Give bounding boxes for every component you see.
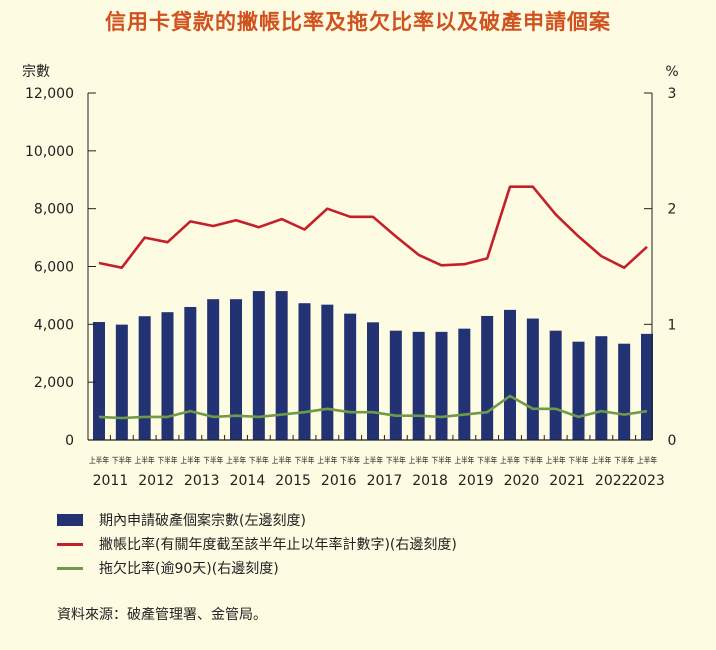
- right-tick-label: 1: [668, 317, 677, 333]
- half-year-label: 上半年: [500, 455, 520, 465]
- bar: [549, 330, 562, 440]
- half-year-label: 上半年: [317, 455, 337, 465]
- bar: [207, 299, 220, 440]
- left-tick-label: 12,000: [25, 86, 74, 102]
- legend-item-chargeoff: 撇帳比率(有關年度截至該半年止以年率計數字)(右邊刻度): [57, 534, 457, 554]
- source-note: 資料來源：破產管理署、金管局。: [57, 607, 267, 623]
- year-label: 2021: [549, 473, 585, 489]
- half-year-label: 上半年: [89, 455, 109, 465]
- right-tick-label: 2: [668, 202, 677, 218]
- legend-swatch-red-line: [57, 542, 83, 546]
- bar: [252, 291, 265, 440]
- right-axis-unit: %: [665, 64, 678, 80]
- legend-label: 期內申請破產個案宗數(左邊刻度): [99, 513, 306, 529]
- left-tick-label: 10,000: [25, 144, 74, 160]
- left-tick-label: 0: [65, 433, 74, 449]
- year-label: 2023: [629, 473, 665, 489]
- bar: [367, 322, 379, 440]
- bar: [595, 336, 608, 440]
- half-year-label: 下半年: [432, 455, 452, 465]
- left-axis-unit: 宗數: [22, 64, 50, 80]
- half-year-label: 下半年: [340, 455, 360, 465]
- bar: [275, 291, 288, 440]
- bar: [526, 318, 539, 440]
- half-year-label: 上半年: [180, 455, 200, 465]
- year-label: 2020: [504, 473, 540, 489]
- year-label: 2012: [138, 473, 174, 489]
- half-year-label: 上半年: [591, 455, 611, 465]
- year-label: 2019: [458, 473, 494, 489]
- half-year-label: 下半年: [477, 455, 497, 465]
- half-year-label: 下半年: [523, 455, 543, 465]
- half-year-label: 下半年: [614, 455, 634, 465]
- bar: [184, 306, 197, 440]
- left-tick-label: 8,000: [34, 202, 74, 218]
- legend-label: 撇帳比率(有關年度截至該半年止以年率計數字)(右邊刻度): [99, 537, 457, 553]
- half-year-label: 下半年: [249, 455, 269, 465]
- half-year-label: 上半年: [272, 455, 292, 465]
- half-year-label: 下半年: [569, 455, 589, 465]
- bar: [298, 303, 311, 440]
- half-year-label: 下半年: [112, 455, 132, 465]
- chargeoff-ratio-line: [98, 185, 648, 270]
- half-year-label: 上半年: [637, 455, 657, 465]
- right-tick-label: 0: [668, 433, 677, 449]
- delinquency-ratio-line: [98, 394, 648, 420]
- bar: [618, 343, 631, 440]
- bar: [344, 313, 357, 440]
- bar: [412, 331, 425, 440]
- half-year-label: 上半年: [546, 455, 566, 465]
- left-tick-label: 4,000: [34, 317, 74, 333]
- left-tick-label: 6,000: [34, 260, 74, 276]
- year-label: 2018: [412, 473, 448, 489]
- year-label: 2022: [595, 473, 631, 489]
- year-label: 2013: [184, 473, 220, 489]
- right-tick-label: 3: [668, 86, 677, 102]
- bar: [481, 315, 494, 440]
- year-label: 2015: [275, 473, 311, 489]
- half-year-label: 上半年: [409, 455, 429, 465]
- bar: [504, 309, 516, 440]
- half-year-label: 下半年: [386, 455, 406, 465]
- half-year-label: 下半年: [158, 455, 178, 465]
- bar: [458, 328, 471, 440]
- half-year-label: 上半年: [135, 455, 155, 465]
- legend-swatch-bar: [57, 514, 83, 526]
- bar: [161, 312, 174, 440]
- bar: [435, 331, 448, 440]
- half-year-label: 上半年: [454, 455, 474, 465]
- bar: [115, 324, 128, 440]
- year-label: 2017: [367, 473, 403, 489]
- half-year-label: 下半年: [203, 455, 223, 465]
- year-label: 2011: [93, 473, 129, 489]
- year-label: 2014: [230, 473, 266, 489]
- legend-item-delinquency: 拖欠比率(逾90天)(右邊刻度): [57, 558, 279, 578]
- half-year-label: 上半年: [363, 455, 383, 465]
- half-year-label: 下半年: [295, 455, 315, 465]
- legend-item-bankruptcy: 期內申請破產個案宗數(左邊刻度): [57, 510, 306, 530]
- left-tick-label: 2,000: [34, 375, 74, 391]
- bar: [321, 304, 334, 440]
- year-label: 2016: [321, 473, 357, 489]
- bar: [138, 316, 151, 440]
- bar: [389, 330, 402, 440]
- legend-label: 拖欠比率(逾90天)(右邊刻度): [99, 561, 279, 577]
- bar: [93, 322, 105, 440]
- chart-title: 信用卡貸款的撇帳比率及拖欠比率以及破產申請個案: [105, 10, 611, 34]
- bar: [572, 341, 585, 440]
- half-year-label: 上半年: [226, 455, 246, 465]
- legend-swatch-green-line: [57, 566, 83, 570]
- bar: [230, 299, 242, 440]
- bar: [641, 333, 653, 440]
